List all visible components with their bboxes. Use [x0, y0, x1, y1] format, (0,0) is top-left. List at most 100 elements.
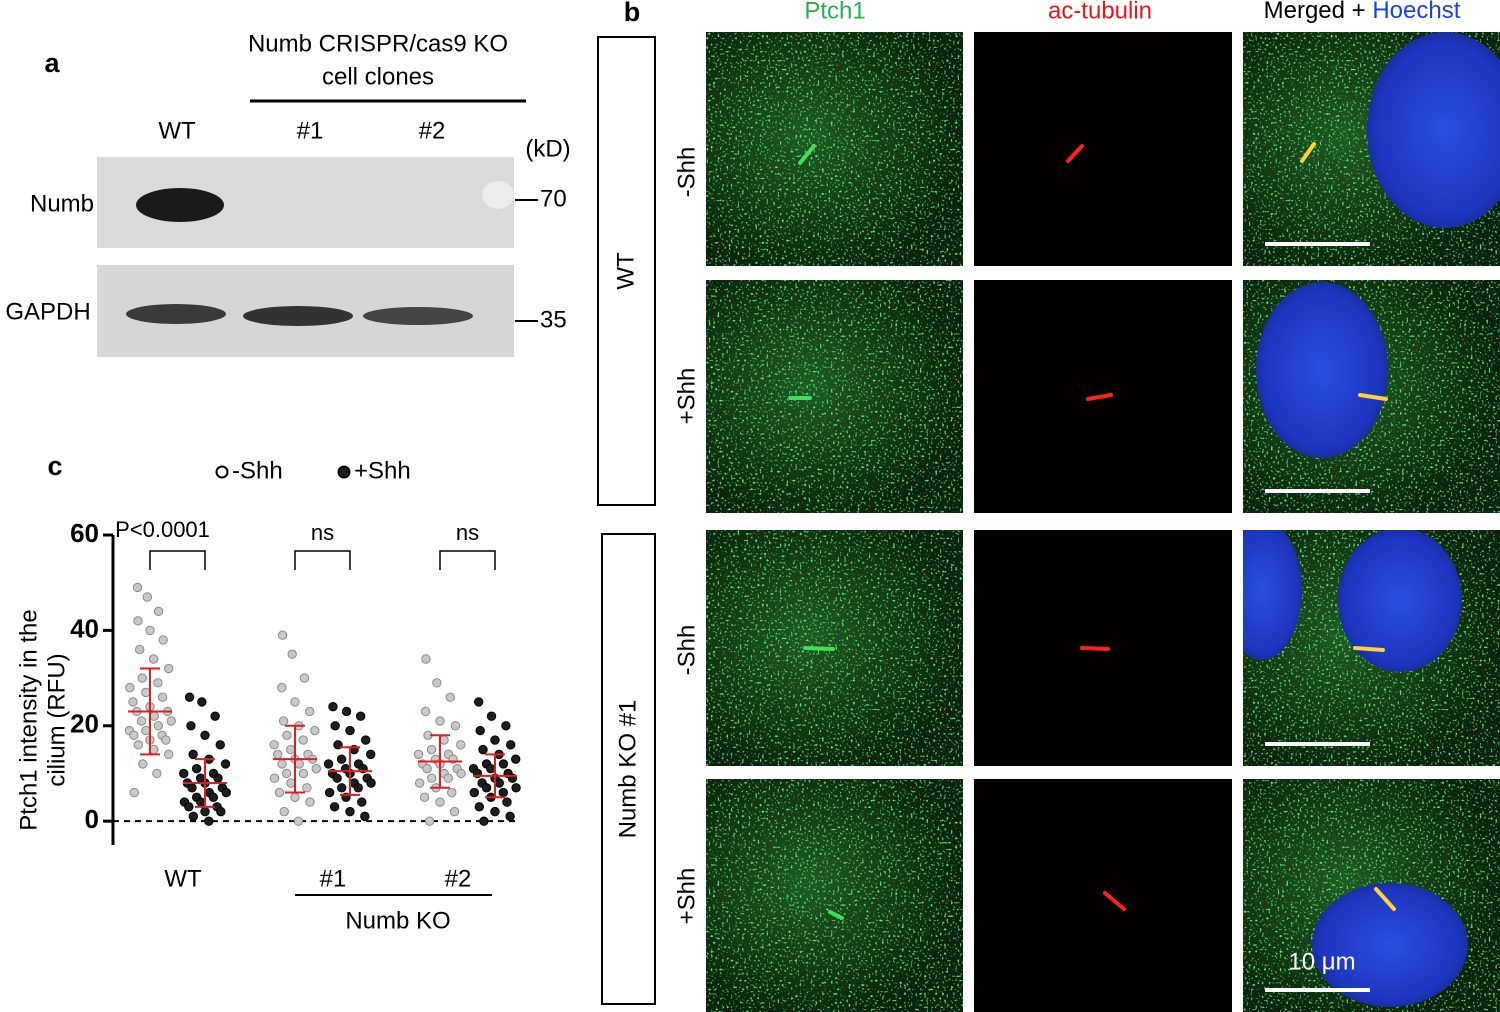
- dot: [158, 635, 168, 645]
- dot: [282, 730, 292, 741]
- group-box: [601, 533, 656, 1005]
- dot: [188, 811, 199, 822]
- dot: [449, 806, 460, 817]
- micrograph: [974, 779, 1232, 1012]
- dot: [498, 787, 508, 798]
- dot: [277, 759, 287, 769]
- dot: [456, 768, 466, 779]
- micrograph: [974, 280, 1232, 513]
- dot: [426, 744, 437, 755]
- dot: [479, 816, 489, 826]
- dot: [269, 773, 280, 783]
- dot: [272, 749, 283, 760]
- dot: [310, 725, 320, 736]
- dot: [357, 797, 367, 807]
- dot: [153, 721, 164, 731]
- micrograph: [706, 32, 963, 266]
- dot: [424, 816, 435, 826]
- y-tick-label: 0: [85, 804, 99, 834]
- dot: [184, 692, 195, 702]
- nucleus: [1256, 282, 1388, 458]
- dot: [475, 725, 485, 736]
- dot: [353, 783, 363, 793]
- cilium: [1066, 144, 1084, 163]
- header: cell clones: [322, 63, 434, 90]
- dot: [145, 625, 155, 636]
- dot: [133, 740, 144, 750]
- artifact: [482, 181, 514, 209]
- x-tick-label: #1: [320, 865, 347, 892]
- dot: [188, 749, 198, 760]
- dot: [215, 740, 225, 750]
- dot: [290, 697, 300, 707]
- dot: [278, 716, 289, 726]
- dot: [486, 711, 497, 721]
- dot: [279, 806, 289, 817]
- bracket: [149, 550, 206, 570]
- nucleus: [1243, 530, 1302, 660]
- comparison-label: P<0.0001: [115, 517, 210, 542]
- dot: [366, 778, 376, 788]
- dot: [302, 783, 312, 793]
- dot: [427, 773, 437, 783]
- dot: [161, 735, 171, 745]
- column-label: Merged +: [1264, 0, 1366, 24]
- scale-bar-label: 10 μm: [1288, 948, 1355, 975]
- dot: [221, 787, 231, 798]
- dot: [432, 678, 442, 688]
- dot: [324, 787, 335, 798]
- dot: [422, 763, 432, 774]
- dot: [186, 721, 196, 731]
- dot: [138, 759, 148, 769]
- dot: [443, 773, 453, 783]
- y-axis-label: Ptch1 intensity in the: [15, 609, 42, 830]
- dot: [137, 673, 147, 683]
- dot: [204, 816, 214, 826]
- dot: [287, 649, 297, 659]
- dot: [414, 778, 425, 788]
- image-bg: [974, 779, 1232, 1012]
- dot: [141, 687, 151, 698]
- dot: [210, 711, 220, 721]
- micrograph: [706, 779, 963, 1012]
- band: [363, 307, 473, 325]
- blot-label: GAPDH: [5, 298, 90, 325]
- y-tick-label: 20: [70, 709, 99, 739]
- y-tick-label: 40: [70, 613, 99, 643]
- micrograph: [1243, 530, 1500, 766]
- dot: [132, 582, 143, 593]
- dot: [332, 773, 342, 783]
- dot: [298, 735, 308, 745]
- cilium: [1358, 393, 1388, 401]
- dot: [134, 644, 145, 655]
- dot: [129, 787, 139, 798]
- blot-label: Numb: [30, 190, 94, 217]
- micrograph: [974, 32, 1232, 266]
- marker: 35: [540, 306, 567, 333]
- column-label: ac-tubulin: [1048, 0, 1152, 24]
- dot: [294, 759, 305, 769]
- dot: [498, 759, 509, 769]
- nucleus: [1338, 530, 1462, 672]
- dot: [341, 706, 352, 717]
- dot: [435, 716, 445, 726]
- dot: [447, 787, 457, 798]
- cilium: [803, 646, 835, 651]
- cilium: [828, 910, 844, 920]
- legend-marker: [215, 465, 229, 479]
- dot: [474, 802, 485, 812]
- dot: [337, 783, 347, 793]
- panel-label: b: [624, 0, 641, 27]
- dot: [505, 811, 515, 822]
- dot: [473, 697, 484, 707]
- dot: [142, 592, 153, 602]
- dot: [505, 740, 516, 750]
- speckle: [706, 280, 963, 513]
- x-tick-label: #2: [445, 865, 472, 892]
- dot: [149, 711, 160, 721]
- dot: [345, 725, 355, 736]
- dot: [298, 768, 309, 779]
- cilium: [1353, 646, 1385, 652]
- dot: [456, 740, 466, 750]
- bracket: [439, 550, 496, 570]
